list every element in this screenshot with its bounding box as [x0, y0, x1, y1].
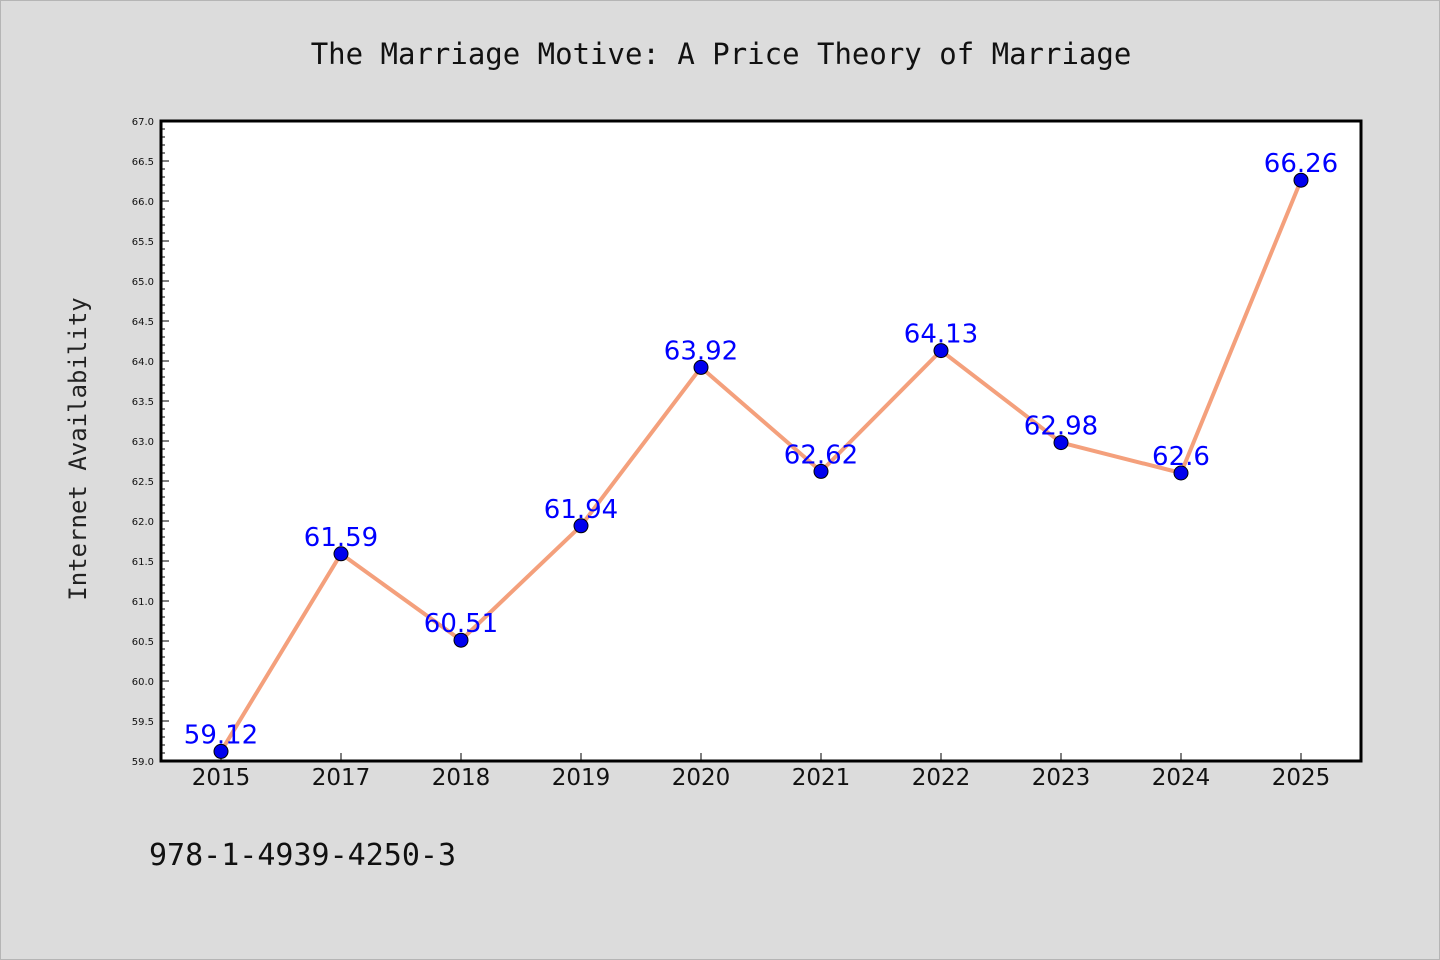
x-tick-label: 2019	[552, 765, 611, 791]
y-tick-label: 61.0	[132, 597, 154, 608]
x-tick-label: 2023	[1032, 765, 1091, 791]
data-label: 66.26	[1264, 149, 1338, 179]
isbn-text: 978-1-4939-4250-3	[149, 838, 456, 873]
y-tick-label: 66.5	[132, 157, 154, 168]
y-tick-label: 65.5	[132, 237, 154, 248]
x-tick-label: 2025	[1272, 765, 1331, 791]
x-tick-label: 2024	[1152, 765, 1211, 791]
data-point	[1053, 435, 1069, 451]
y-tick-label: 64.5	[132, 317, 154, 328]
x-axis: 2015 2017 2018 2019 2020 2021 2022 2023 2024 2025	[192, 753, 1331, 791]
y-axis: 59.0 59.5 60.0 60.5 61.0 61.5 62.0 62.5 63.0 63.5…	[132, 117, 169, 768]
y-tick-label: 67.0	[132, 117, 154, 128]
x-tick-label: 2021	[792, 765, 851, 791]
y-tick-label: 61.5	[132, 557, 154, 568]
data-label: 60.51	[424, 609, 498, 639]
data-point	[933, 343, 949, 359]
data-label: 64.13	[904, 320, 978, 350]
data-point	[813, 463, 829, 479]
y-tick-label: 62.0	[132, 517, 154, 528]
y-tick-label: 63.0	[132, 437, 154, 448]
data-label: 62.6	[1152, 442, 1210, 472]
x-tick-label: 2018	[432, 765, 491, 791]
chart-title: The Marriage Motive: A Price Theory of M…	[311, 37, 1132, 71]
data-point	[1293, 172, 1309, 188]
data-label: 62.62	[784, 440, 858, 470]
data-point	[213, 743, 229, 759]
x-tick-label: 2017	[312, 765, 371, 791]
y-tick-label: 60.5	[132, 637, 154, 648]
data-label: 61.59	[304, 523, 378, 553]
y-axis-label: Internet Availability	[64, 297, 92, 600]
series-group: 59.12 61.59 60.51 61.94 63.92 62.62 64.13 62.98…	[184, 149, 1338, 759]
data-point	[1173, 465, 1189, 481]
y-tick-label: 66.0	[132, 197, 154, 208]
data-label: 62.98	[1024, 412, 1098, 442]
x-tick-label: 2015	[192, 765, 251, 791]
series-line	[219, 178, 1303, 754]
y-tick-label: 59.5	[132, 717, 154, 728]
data-point	[573, 518, 589, 534]
y-tick-label: 65.0	[132, 277, 154, 288]
y-tick-label: 59.0	[132, 757, 154, 768]
y-tick-label: 63.5	[132, 397, 154, 408]
x-tick-label: 2022	[912, 765, 971, 791]
plot-area	[159, 119, 1363, 763]
data-label: 61.94	[544, 495, 618, 525]
y-tick-label: 62.5	[132, 477, 154, 488]
data-point	[453, 632, 469, 648]
data-label: 63.92	[664, 336, 738, 366]
data-point	[333, 546, 349, 562]
data-point	[693, 359, 709, 375]
y-tick-label: 60.0	[132, 677, 154, 688]
data-label: 59.12	[184, 720, 258, 750]
y-tick-label: 64.0	[132, 357, 154, 368]
x-tick-label: 2020	[672, 765, 731, 791]
